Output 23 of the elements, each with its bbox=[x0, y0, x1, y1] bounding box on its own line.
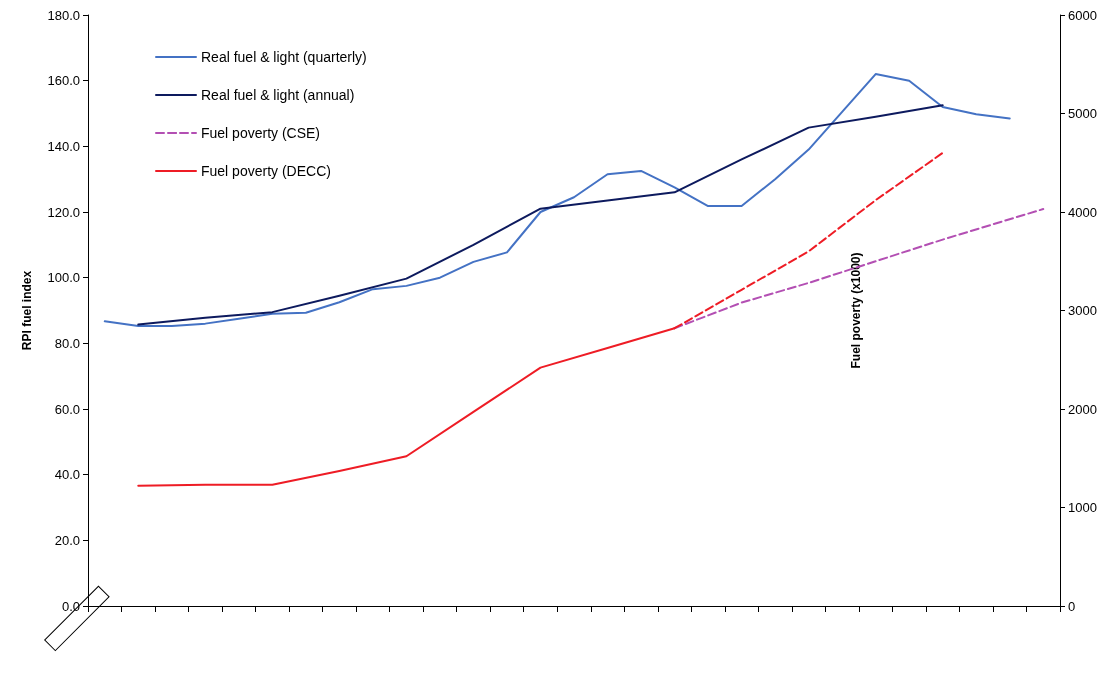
y2-tick-label: 2000 bbox=[1068, 401, 1097, 417]
y2-tick-label: 1000 bbox=[1068, 500, 1097, 515]
y-tick-label: 60.0 bbox=[54, 401, 80, 417]
y-axis-title: RPI fuel index bbox=[20, 270, 34, 351]
legend-label: Fuel poverty (DECC) bbox=[201, 163, 331, 179]
y-tick-label: 0.0 bbox=[61, 598, 80, 614]
y2-axis-title: Fuel poverty (x1000) bbox=[849, 252, 863, 369]
y-tick-label: 100.0 bbox=[47, 270, 80, 286]
y-tick-label: 160.0 bbox=[47, 73, 80, 89]
y-tick-label: 80.0 bbox=[54, 335, 80, 351]
y2-tick-label: 3000 bbox=[1068, 303, 1097, 318]
legend-label: Real fuel & light (annual) bbox=[201, 87, 355, 103]
y-tick-label: 140.0 bbox=[47, 138, 80, 154]
y2-tick-label: 4000 bbox=[1068, 204, 1097, 220]
y2-tick-label: 5000 bbox=[1068, 106, 1097, 121]
y-tick-label: 40.0 bbox=[54, 467, 80, 483]
y-tick-label: 120.0 bbox=[47, 204, 80, 220]
y-tick-label: 20.0 bbox=[54, 532, 80, 548]
y-tick-label: 180.0 bbox=[47, 7, 80, 23]
legend-label: Real fuel & light (quarterly) bbox=[201, 49, 367, 65]
legend-label: Fuel poverty (CSE) bbox=[201, 125, 321, 141]
y2-tick-label: 6000 bbox=[1068, 7, 1097, 23]
y2-tick-label: 0 bbox=[1068, 598, 1076, 614]
